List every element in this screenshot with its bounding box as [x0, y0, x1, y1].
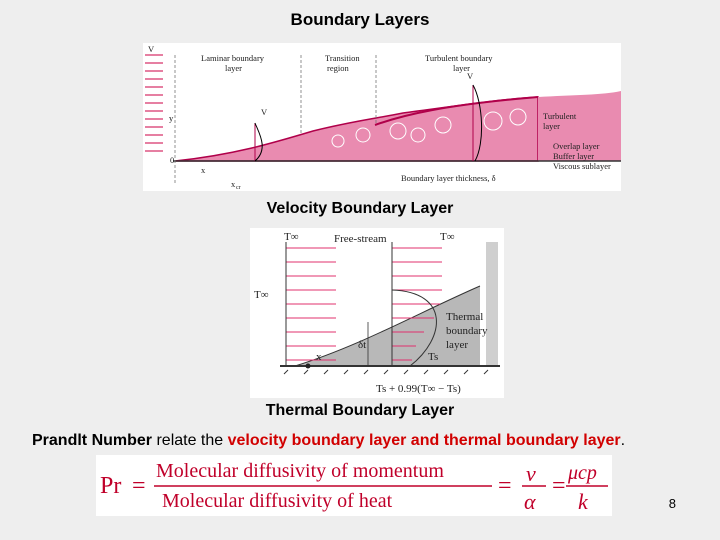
t-inf-axis-label: T∞	[254, 289, 269, 301]
nu-symbol: ν	[526, 461, 536, 486]
k-symbol: k	[578, 489, 589, 514]
v-profile-label-2: V	[467, 71, 474, 81]
velocity-caption: Velocity Boundary Layer	[266, 200, 454, 217]
equals-3: =	[552, 473, 566, 499]
turbulent-label-2: layer	[453, 63, 470, 73]
v-label: V	[148, 44, 155, 54]
prandtl-term: Prandlt Number	[32, 432, 153, 449]
prandtl-formula-svg: Pr = Molecular diffusivity of momentum M…	[100, 460, 608, 514]
equals-1: =	[132, 473, 146, 499]
turbulent-label: Turbulent boundary	[425, 53, 493, 63]
t-inf-right-label: T∞	[440, 231, 455, 243]
mu-cp-symbol: μcp	[567, 462, 597, 484]
equals-2: =	[498, 473, 512, 499]
thermal-boundary-layer-diagram: T∞ Free-stream T∞ T∞ Thermal boundary la…	[254, 231, 500, 395]
transition-label-2: region	[327, 63, 349, 73]
slide-title: Boundary Layers	[290, 10, 430, 29]
delta-t-label: δt	[358, 339, 366, 351]
boundary-label: boundary	[446, 325, 488, 337]
x-label: x	[201, 165, 206, 175]
alpha-symbol: α	[524, 489, 536, 514]
xcr-sub-label: cr	[236, 185, 241, 191]
free-stream-label: Free-stream	[334, 233, 387, 245]
v-profile-label: V	[261, 107, 268, 117]
t-inf-left-label: T∞	[284, 231, 299, 243]
turbulent-layer-label: Turbulent	[543, 111, 577, 121]
laminar-label: Laminar boundary	[201, 53, 265, 63]
x-label-thermal: x	[316, 351, 322, 363]
buffer-label: Buffer layer	[553, 151, 594, 161]
page-number: 8	[668, 496, 676, 511]
thermal-label: Thermal	[446, 311, 483, 323]
prandtl-suffix: .	[620, 432, 626, 449]
thermal-boundary-layer-figure: T∞ Free-stream T∞ T∞ Thermal boundary la…	[250, 228, 504, 398]
prandtl-formula: Pr = Molecular diffusivity of momentum M…	[96, 455, 612, 516]
velocity-boundary-layer-diagram: V y 0 x V V Laminar boundary layer Trans…	[145, 44, 621, 191]
ts-label: Ts	[428, 351, 438, 363]
formula-denominator: Molecular diffusivity of heat	[162, 490, 393, 512]
prandtl-middle: relate the	[152, 432, 228, 449]
layer-label: layer	[446, 339, 468, 351]
overlap-label: Overlap layer	[553, 141, 600, 151]
xcr-label: x	[231, 179, 236, 189]
formula-numerator: Molecular diffusivity of momentum	[156, 460, 444, 482]
laminar-label-2: layer	[225, 63, 242, 73]
prandtl-paragraph: Prandlt Number relate the velocity bound…	[32, 431, 682, 451]
bottom-temp-label: Ts + 0.99(T∞ − Ts)	[376, 383, 461, 395]
turbulent-layer-label-2: layer	[543, 121, 560, 131]
viscous-label: Viscous sublayer	[553, 161, 611, 171]
origin-label: 0	[170, 155, 174, 165]
prandtl-highlight: velocity boundary layer and thermal boun…	[227, 432, 621, 449]
y-label: y	[169, 113, 174, 123]
velocity-boundary-layer-figure: V y 0 x V V Laminar boundary layer Trans…	[143, 43, 621, 191]
transition-label: Transition	[325, 53, 360, 63]
thickness-label: Boundary layer thickness, δ	[401, 173, 496, 183]
pr-symbol: Pr	[100, 473, 121, 499]
thermal-caption: Thermal Boundary Layer	[265, 402, 455, 419]
